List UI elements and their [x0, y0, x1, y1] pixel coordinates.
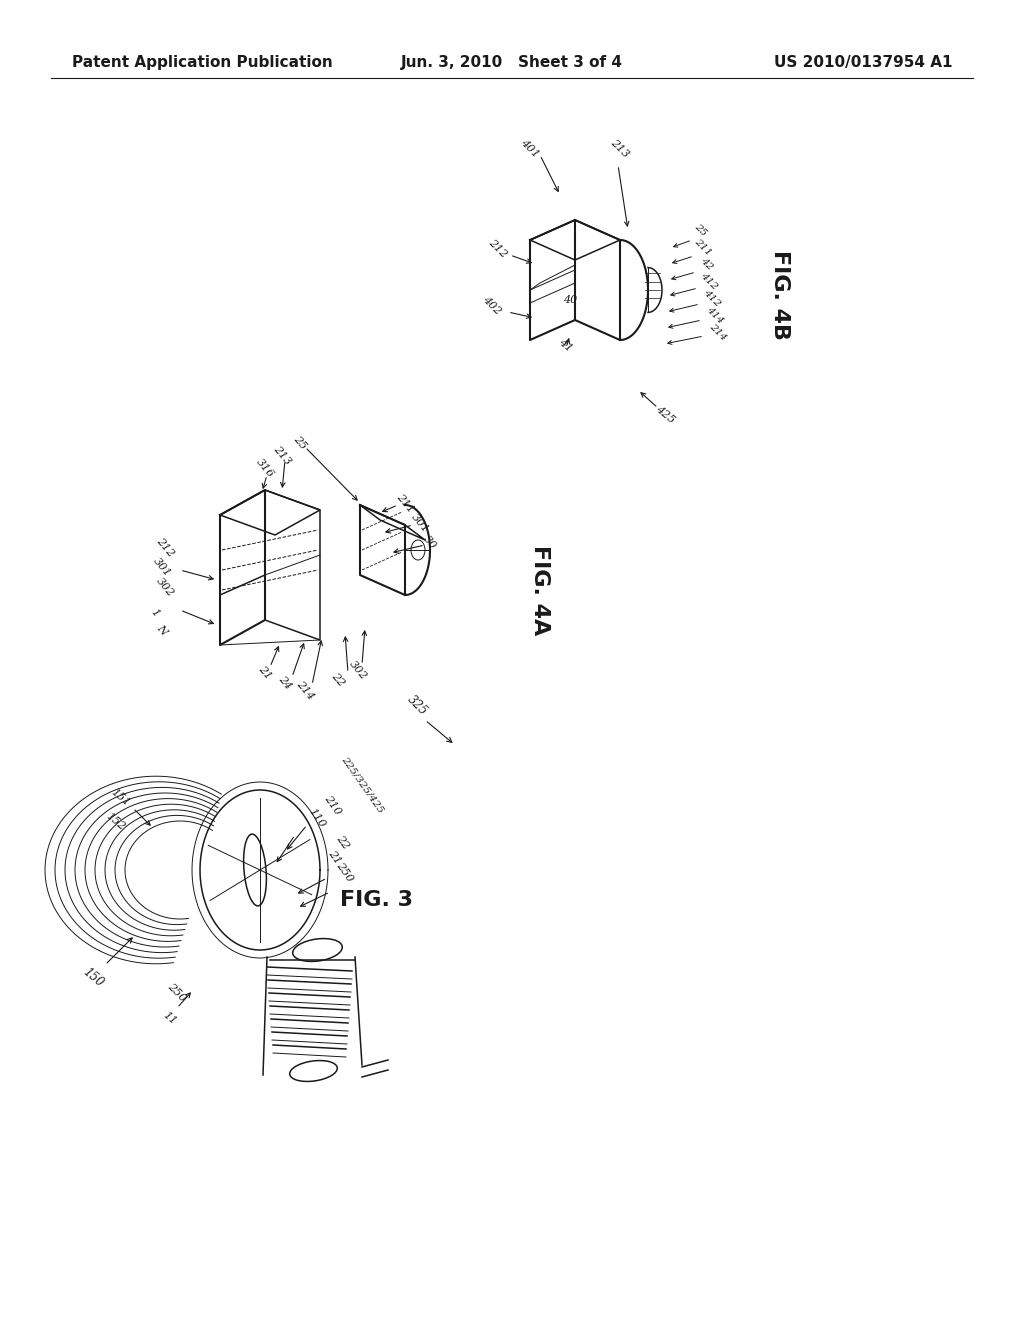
- Text: 412: 412: [698, 271, 719, 292]
- Text: 213: 213: [609, 137, 631, 160]
- Text: 425: 425: [653, 404, 677, 426]
- Text: 110: 110: [307, 807, 328, 830]
- Text: N: N: [155, 623, 169, 638]
- Text: 401: 401: [519, 137, 541, 160]
- Text: 1: 1: [148, 607, 161, 619]
- Text: 302: 302: [347, 659, 369, 681]
- Text: 152: 152: [103, 812, 126, 833]
- Text: 325: 325: [404, 693, 429, 718]
- Text: 414: 414: [705, 305, 725, 325]
- Text: 212: 212: [155, 536, 176, 558]
- Text: 210: 210: [323, 793, 343, 817]
- Text: 25: 25: [292, 434, 308, 451]
- Text: 301: 301: [152, 556, 173, 578]
- Text: 21: 21: [327, 849, 343, 866]
- Text: 250: 250: [166, 981, 188, 1003]
- Text: 24: 24: [276, 675, 294, 692]
- Text: 225/325/425: 225/325/425: [340, 755, 386, 814]
- Text: 42: 42: [698, 256, 714, 272]
- Text: 150: 150: [80, 966, 105, 990]
- Text: FIG. 4A: FIG. 4A: [530, 545, 550, 635]
- Text: Patent Application Publication: Patent Application Publication: [72, 54, 333, 70]
- Text: 211: 211: [394, 491, 416, 515]
- Text: FIG. 4B: FIG. 4B: [770, 249, 790, 341]
- Text: 11: 11: [162, 1010, 178, 1027]
- Text: 21: 21: [257, 664, 273, 681]
- Text: 211: 211: [693, 236, 713, 257]
- Text: 151: 151: [109, 787, 131, 809]
- Text: 412: 412: [701, 288, 722, 308]
- Text: 22: 22: [335, 833, 351, 850]
- Text: US 2010/0137954 A1: US 2010/0137954 A1: [773, 54, 952, 70]
- Text: 212: 212: [486, 236, 509, 259]
- Text: 302: 302: [155, 576, 176, 598]
- Text: Jun. 3, 2010   Sheet 3 of 4: Jun. 3, 2010 Sheet 3 of 4: [401, 54, 623, 70]
- Text: 402: 402: [481, 294, 503, 315]
- Text: FIG. 3: FIG. 3: [340, 890, 413, 909]
- Text: 22: 22: [330, 672, 346, 689]
- Text: 301: 301: [410, 512, 431, 535]
- Text: 213: 213: [271, 444, 293, 466]
- Text: 25: 25: [692, 222, 708, 238]
- Text: 40: 40: [563, 294, 578, 305]
- Text: 30: 30: [422, 535, 438, 552]
- Text: 214: 214: [294, 678, 315, 701]
- Text: 250: 250: [335, 861, 355, 883]
- Text: 316: 316: [254, 457, 275, 479]
- Text: 214: 214: [708, 322, 728, 342]
- Text: 41: 41: [556, 337, 573, 354]
